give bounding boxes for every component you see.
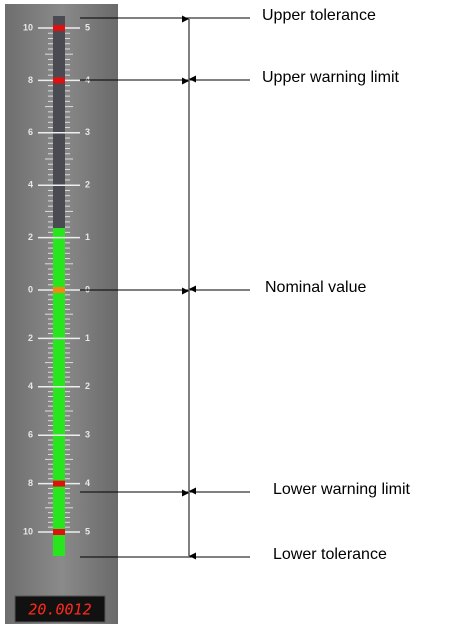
left-scale-label: 6 [28, 430, 33, 440]
right-scale-label: 4 [85, 478, 90, 488]
left-scale-label: 2 [28, 232, 33, 242]
gauge-diagram: 20.0012 105846342210021426384105 Upper t… [0, 0, 459, 626]
right-scale-label: 5 [85, 526, 90, 536]
limit-marker [53, 25, 65, 31]
limit-marker [53, 481, 65, 487]
display-value: 20.0012 [28, 601, 91, 619]
left-scale-label: 4 [28, 180, 33, 190]
limit-marker [53, 529, 65, 535]
left-scale-label: 10 [23, 22, 33, 32]
limit-marker [53, 77, 65, 83]
left-scale-label: 8 [28, 75, 33, 85]
annotation-label: Lower tolerance [273, 546, 387, 563]
annotation-label: Upper tolerance [262, 7, 376, 24]
annotation-label: Nominal value [265, 279, 366, 296]
bar-inactive [53, 16, 65, 228]
right-scale-label: 2 [85, 381, 90, 391]
left-scale-label: 6 [28, 127, 33, 137]
right-scale-label: 3 [85, 127, 90, 137]
right-scale-label: 1 [85, 333, 90, 343]
right-scale-label: 5 [85, 22, 90, 32]
right-scale-label: 1 [85, 232, 90, 242]
annotation-label: Lower warning limit [273, 481, 410, 498]
left-scale-label: 2 [28, 333, 33, 343]
left-scale-label: 10 [23, 526, 33, 536]
right-scale-label: 3 [85, 430, 90, 440]
left-scale-label: 8 [28, 478, 33, 488]
bar-active [53, 228, 65, 556]
limit-marker [53, 287, 65, 293]
right-scale-label: 2 [85, 180, 90, 190]
right-scale-label: 0 [85, 284, 90, 294]
left-scale-label: 0 [28, 284, 33, 294]
annotation-label: Upper warning limit [262, 69, 399, 86]
annotations: Upper tolerance Upper warning limit Nomina… [80, 7, 410, 563]
left-scale-label: 4 [28, 381, 33, 391]
